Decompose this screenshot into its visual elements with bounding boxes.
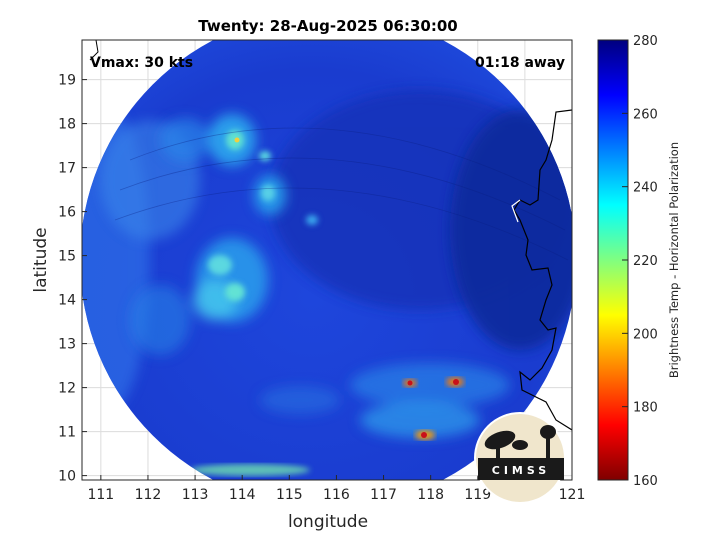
x-tick-label: 117	[370, 487, 397, 503]
x-tick-label: 112	[135, 487, 162, 503]
colorbar-tick-label: 260	[633, 107, 658, 122]
logo-text: CIMSS	[492, 464, 550, 477]
x-axis-label: longitude	[288, 512, 368, 532]
scan-swath	[82, 40, 572, 480]
colorbar-tick-label: 180	[633, 401, 658, 416]
y-tick-label: 12	[58, 381, 76, 397]
y-tick-label: 13	[58, 337, 76, 353]
colorbar-ticks: 160 180 200 220 240 260 280	[622, 34, 658, 489]
chart-title: Twenty: 28-Aug-2025 06:30:00	[198, 17, 457, 35]
y-tick-label: 16	[58, 205, 76, 221]
x-tick-label: 114	[229, 487, 256, 503]
axes-frame	[81, 39, 573, 481]
x-tick-label: 121	[559, 487, 586, 503]
y-tick-label: 10	[58, 469, 76, 485]
x-tick-label: 115	[276, 487, 303, 503]
x-tick-label: 111	[87, 487, 114, 503]
convective-clusters	[130, 114, 510, 438]
y-tick-label: 17	[58, 161, 76, 177]
colorbar-tick-label: 160	[633, 474, 658, 489]
cimss-logo: CIMSS	[474, 412, 566, 504]
y-axis-label: latitude	[31, 227, 51, 292]
vmax-label: Vmax: 30 kts	[90, 55, 193, 71]
y-tick-label: 14	[58, 293, 76, 309]
x-tick-label: 119	[464, 487, 491, 503]
y-tick-label: 18	[58, 117, 76, 133]
colorbar-label: Brightness Temp - Horizontal Polarizatio…	[667, 142, 681, 378]
coastline	[513, 109, 572, 431]
x-tick-label: 113	[182, 487, 209, 503]
hot-spots	[234, 137, 464, 440]
y-tick-label: 11	[58, 425, 76, 441]
x-tick-label: 118	[417, 487, 444, 503]
colorbar-tick-label: 240	[633, 181, 658, 196]
colorbar-tick-label: 200	[633, 327, 658, 342]
y-axis: 10 11 12 13 14 15 16 17 18 19	[58, 73, 87, 485]
x-tick-label: 116	[323, 487, 350, 503]
colorbar-tick-label: 220	[633, 254, 658, 269]
time-away-label: 01:18 away	[475, 55, 565, 71]
y-tick-label: 19	[58, 73, 76, 89]
colorbar-tick-label: 280	[633, 34, 658, 49]
y-tick-label: 15	[58, 249, 76, 265]
